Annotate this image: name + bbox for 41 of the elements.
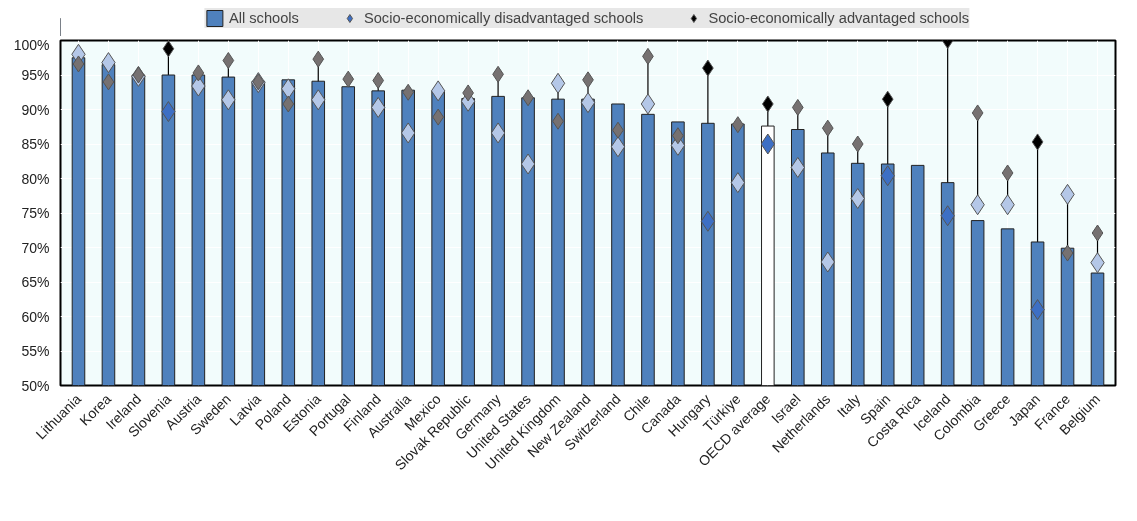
- point: [222, 52, 235, 70]
- y-tick-label: 85%: [21, 136, 50, 152]
- point: [640, 93, 656, 115]
- point: [162, 40, 175, 58]
- y-tick-label: 60%: [21, 308, 50, 325]
- point: [971, 104, 984, 122]
- y-tick-label: 80%: [21, 170, 50, 187]
- point: [102, 73, 115, 91]
- y-tick-label: 55%: [21, 343, 50, 359]
- point: [580, 92, 596, 114]
- point: [72, 55, 85, 73]
- point: [851, 135, 864, 153]
- point: [1031, 133, 1044, 151]
- y-tick-label: 65%: [21, 274, 50, 290]
- point: [520, 153, 536, 175]
- y-tick-label: 50%: [21, 377, 50, 394]
- point: [312, 50, 325, 68]
- point: [700, 210, 716, 232]
- point: [610, 136, 626, 158]
- point: [282, 95, 295, 113]
- point: [342, 70, 355, 88]
- point: [730, 172, 746, 194]
- point: [490, 122, 506, 144]
- point: [791, 98, 804, 116]
- legend-label: Socio-economically advantaged schools: [708, 10, 970, 26]
- y-tick-label: 100%: [13, 36, 50, 53]
- point: [1001, 164, 1014, 182]
- y-tick-label: 70%: [21, 239, 50, 256]
- point: [1091, 224, 1104, 242]
- point: [430, 80, 446, 102]
- y-tick-label: 95%: [21, 67, 50, 83]
- point: [881, 90, 894, 108]
- legend-label: All schools: [228, 10, 299, 26]
- y-tick-label: 75%: [21, 205, 50, 221]
- point: [192, 64, 205, 82]
- point: [550, 72, 566, 94]
- point: [821, 119, 834, 137]
- point: [1061, 244, 1074, 262]
- point: [372, 72, 385, 90]
- legend-label: Socio-economically disadvantaged schools: [363, 10, 644, 26]
- y-tick-label: 90%: [21, 101, 50, 118]
